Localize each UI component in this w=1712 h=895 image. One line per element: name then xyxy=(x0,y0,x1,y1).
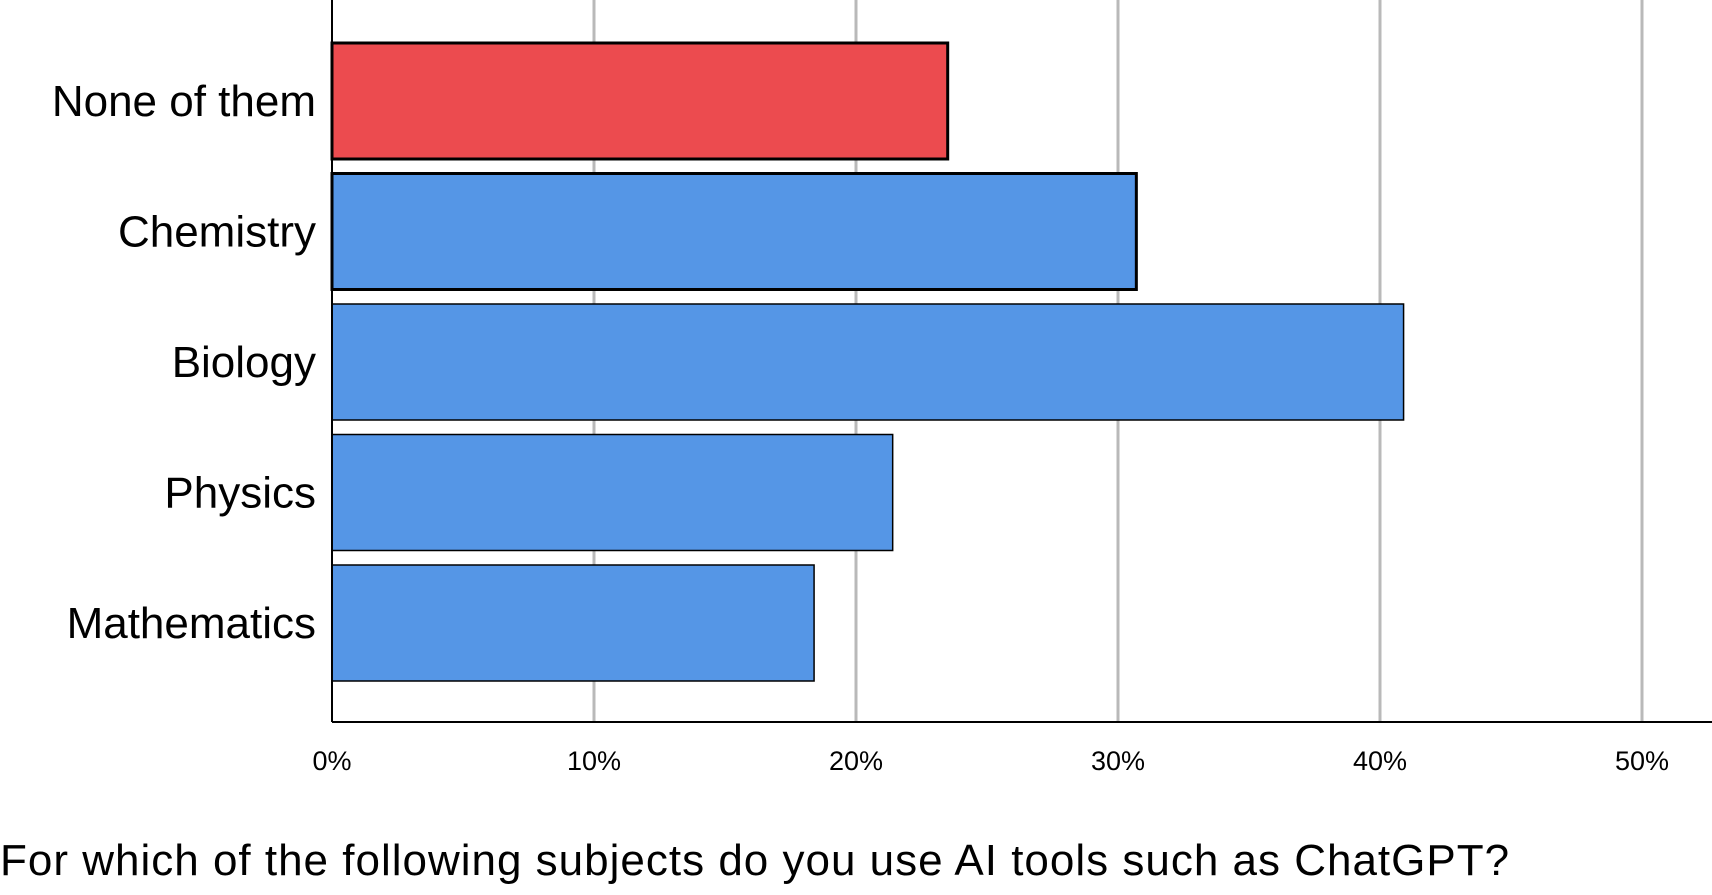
x-tick-label: 30% xyxy=(1091,746,1145,776)
bar-chemistry xyxy=(330,172,1138,291)
bar-physics xyxy=(331,433,894,552)
category-label: Physics xyxy=(164,469,316,518)
bar-mathematics xyxy=(331,564,815,682)
bars xyxy=(330,41,1405,682)
bar-biology xyxy=(331,303,1405,421)
x-tick-label: 10% xyxy=(567,746,621,776)
x-axis-title: For which of the following subjects do y… xyxy=(0,836,1511,885)
category-label: Biology xyxy=(172,338,316,387)
category-label: Mathematics xyxy=(67,599,316,648)
x-tick-label: 0% xyxy=(312,746,351,776)
bar-none-of-them xyxy=(330,41,950,161)
category-labels: None of them Chemistry Biology Physics Mathe… xyxy=(52,77,316,648)
x-tick-label: 40% xyxy=(1353,746,1407,776)
category-label: Chemistry xyxy=(118,208,316,257)
x-tick-labels: 0% 10% 20% 30% 40% 50% xyxy=(312,746,1669,776)
category-label: None of them xyxy=(52,77,316,126)
x-tick-label: 50% xyxy=(1615,746,1669,776)
x-tick-label: 20% xyxy=(829,746,883,776)
